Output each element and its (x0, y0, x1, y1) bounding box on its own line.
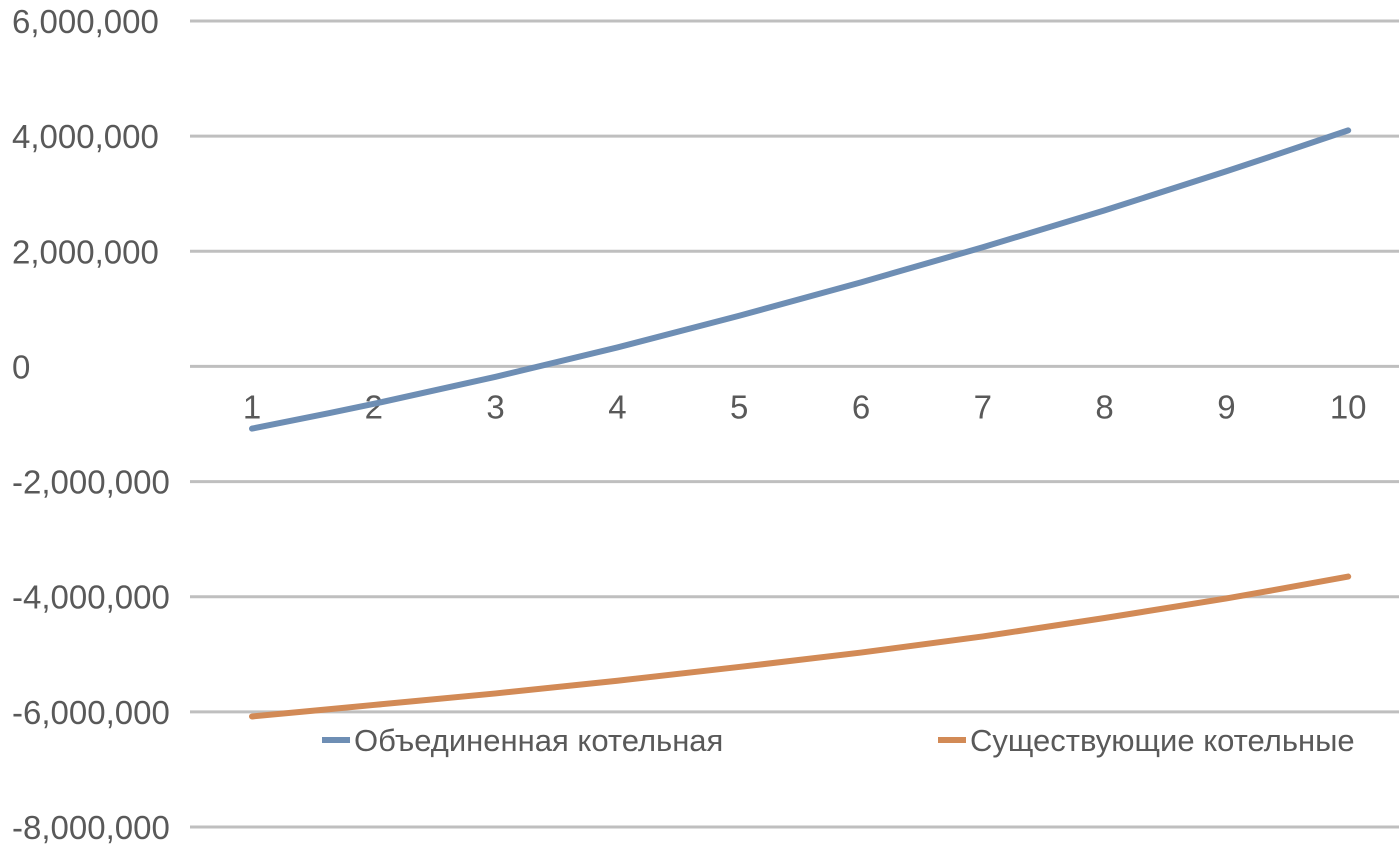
legend-label: Объединенная котельная (354, 723, 723, 758)
y-tick-label: -6,000,000 (12, 694, 170, 731)
legend: Объединенная котельная Существующие котел… (322, 723, 1355, 758)
y-tick-label: -8,000,000 (12, 809, 170, 846)
x-tick-label: 2 (365, 388, 383, 425)
series-line-2 (249, 573, 1352, 720)
x-tick-label: 1 (243, 388, 261, 425)
x-tick-label: 5 (730, 388, 748, 425)
x-tick-label: 10 (1330, 388, 1367, 425)
series-lines (249, 127, 1352, 720)
y-tick-label: 4,000,000 (12, 118, 159, 155)
x-tick-label: 9 (1217, 388, 1235, 425)
series-line-1 (249, 127, 1352, 432)
legend-label: Существующие котельные (970, 723, 1355, 758)
x-tick-label: 4 (608, 388, 626, 425)
y-tick-label: 6,000,000 (12, 3, 159, 40)
x-axis-tick-labels: 1 2 3 4 5 6 7 8 9 10 (243, 388, 1367, 425)
y-tick-label: -4,000,000 (12, 579, 170, 616)
y-tick-label: 0 (12, 348, 30, 385)
y-axis-tick-labels: 6,000,000 4,000,000 2,000,000 0 -2,000,000 -4… (12, 3, 170, 846)
x-tick-label: 7 (974, 388, 992, 425)
x-tick-label: 6 (852, 388, 870, 425)
y-tick-label: 2,000,000 (12, 233, 159, 270)
gridlines (190, 19, 1399, 829)
x-tick-label: 3 (486, 388, 504, 425)
legend-item-2: Существующие котельные (938, 723, 1355, 758)
x-tick-label: 8 (1095, 388, 1113, 425)
y-tick-label: -2,000,000 (12, 464, 170, 501)
legend-item-1: Объединенная котельная (322, 723, 723, 758)
